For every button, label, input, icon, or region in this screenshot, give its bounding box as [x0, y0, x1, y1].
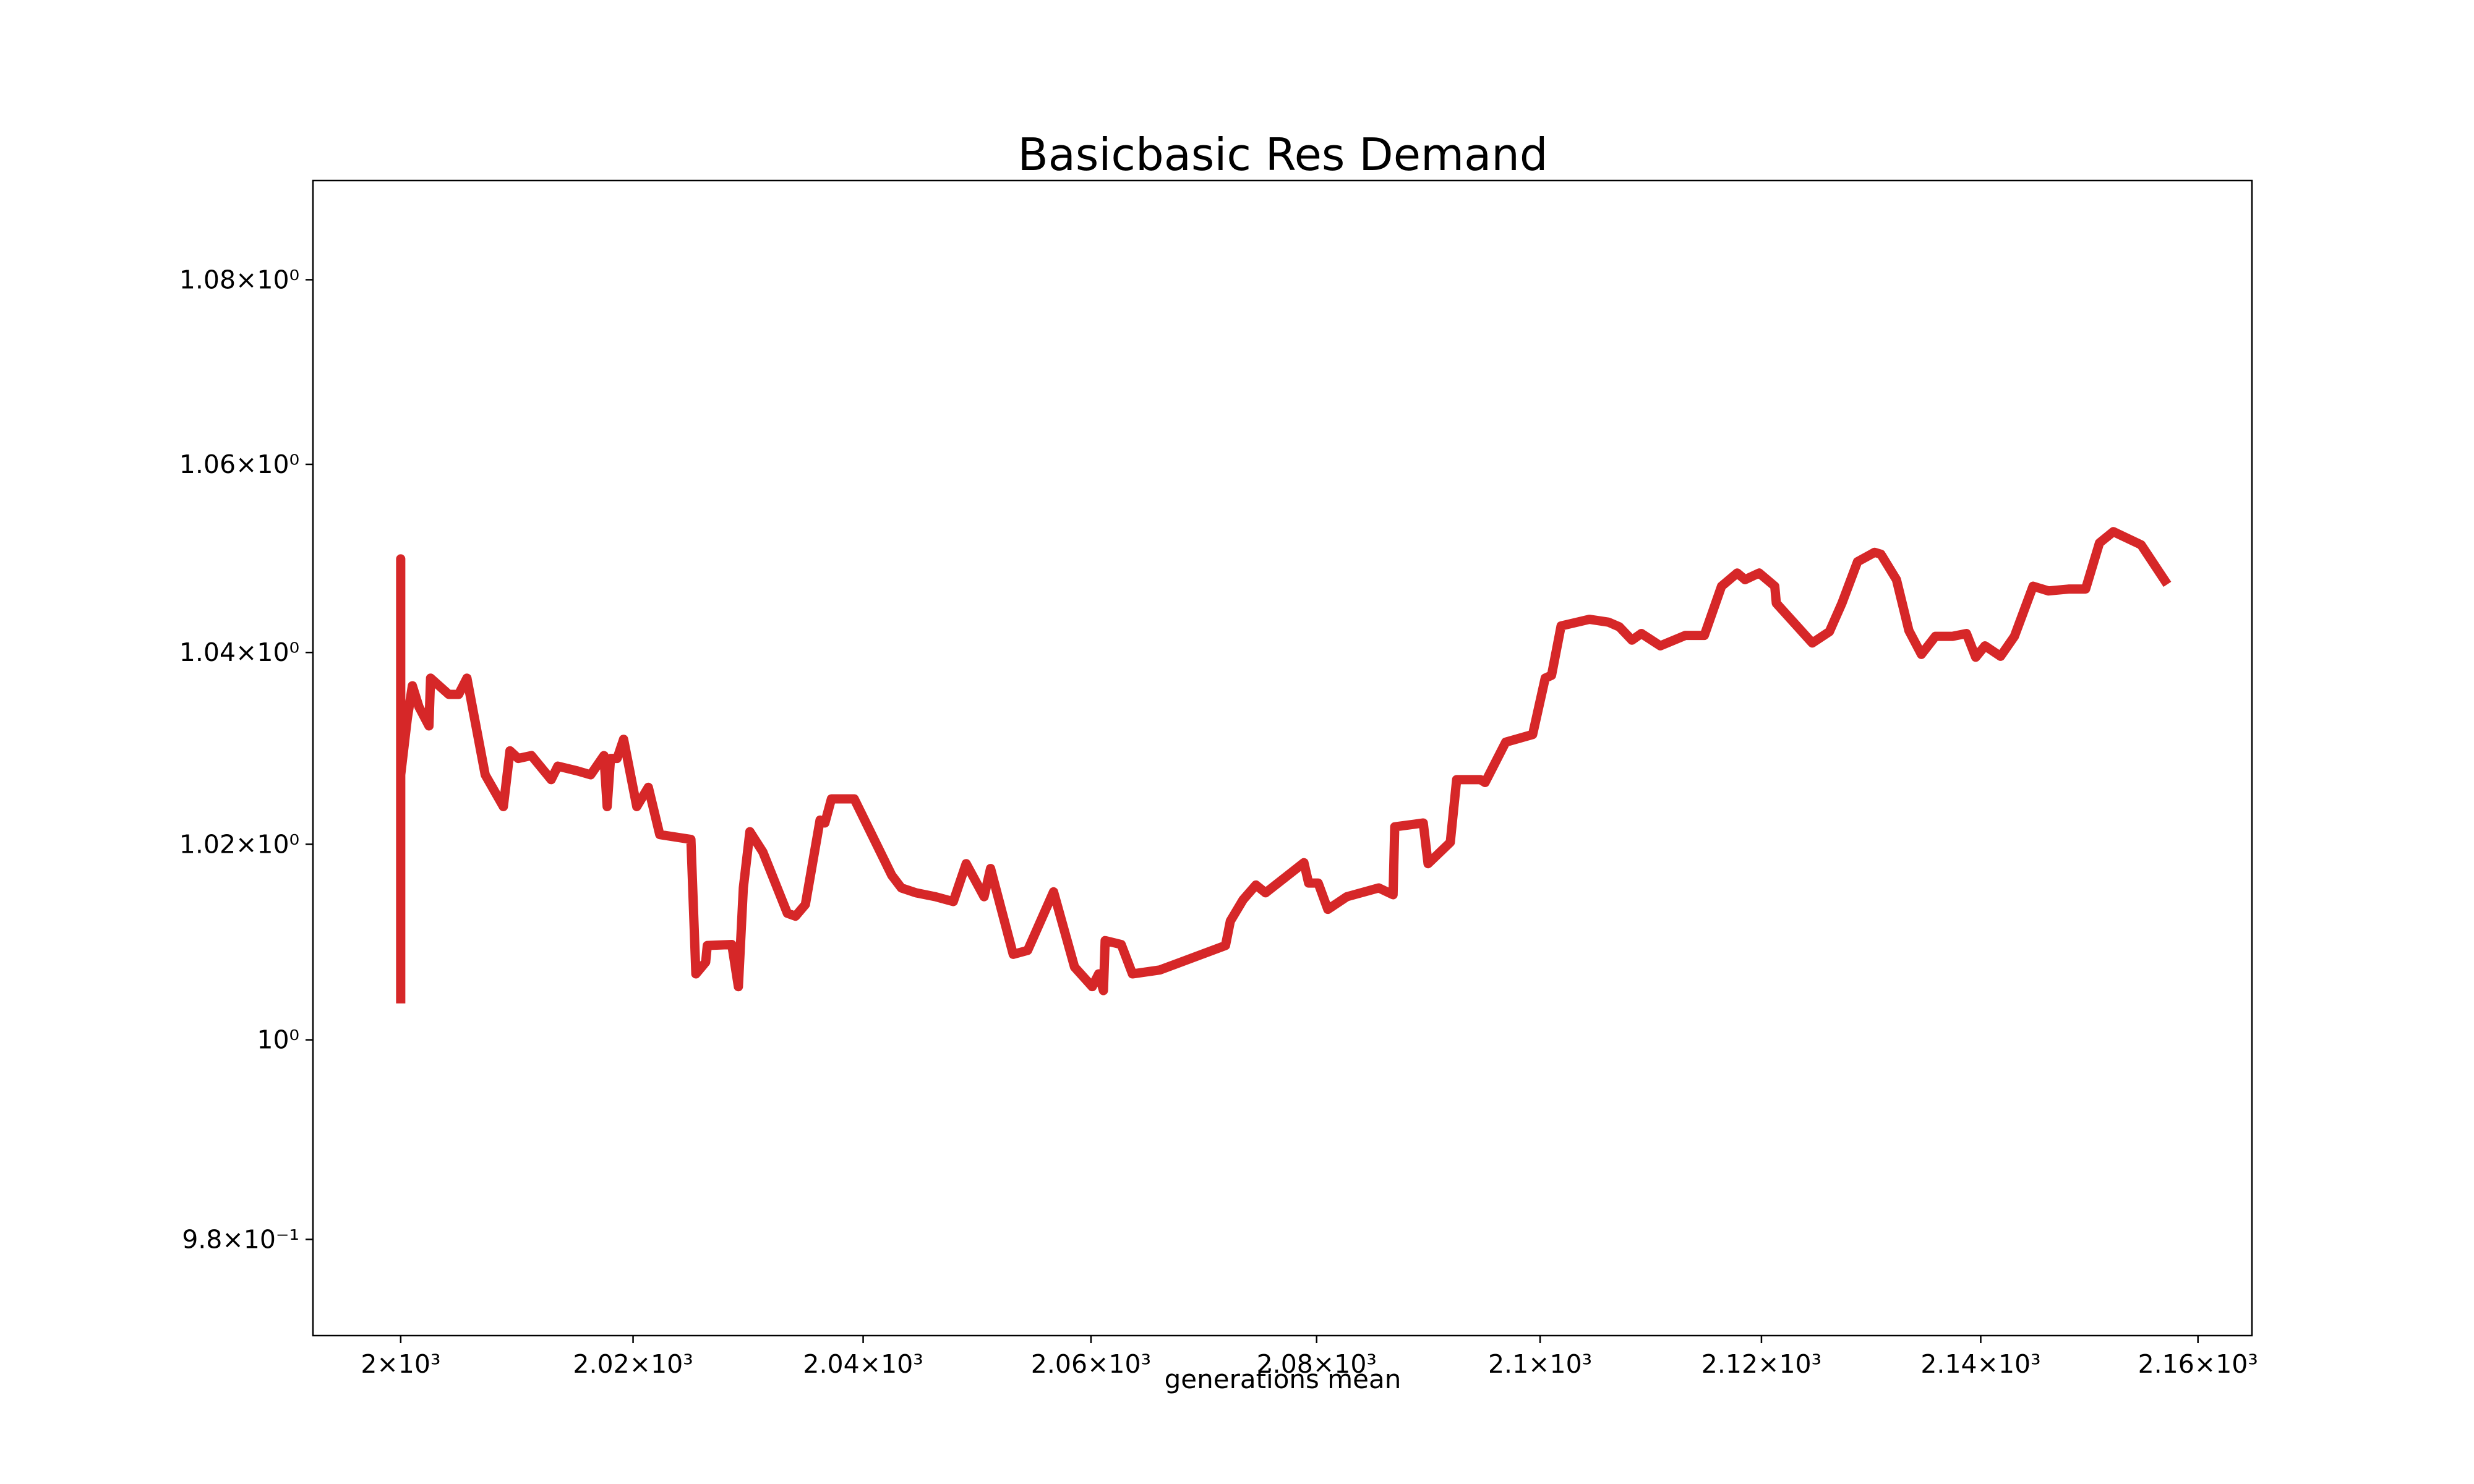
x-tick-label: 2.04×10³ [803, 1349, 923, 1379]
y-tick-label: 9.8×10⁻¹ [182, 1224, 299, 1254]
x-tick-label: 2.12×10³ [1701, 1349, 1821, 1379]
y-tick-label: 1.02×10⁰ [179, 829, 299, 859]
x-tick-label: 2.16×10³ [2138, 1349, 2258, 1379]
y-tick-label: 1.04×10⁰ [179, 638, 299, 667]
data-line [396, 527, 2172, 1004]
x-tick-label: 2×10³ [361, 1349, 440, 1379]
x-tick-label: 2.08×10³ [1257, 1349, 1377, 1379]
plot-frame [312, 179, 2253, 1337]
x-tick-label: 2.02×10³ [573, 1349, 693, 1379]
y-tick-label: 10⁰ [257, 1025, 299, 1055]
x-tick-label: 2.1×10³ [1488, 1349, 1592, 1379]
y-tick-label: 1.08×10⁰ [179, 265, 299, 294]
x-tick-label: 2.14×10³ [1920, 1349, 2040, 1379]
x-axis-label: generations mean [1165, 1364, 1402, 1394]
chart-title: Basicbasic Res Demand [1017, 129, 1547, 181]
x-tick-label: 2.06×10³ [1031, 1349, 1151, 1379]
y-tick-label: 1.06×10⁰ [179, 450, 299, 479]
